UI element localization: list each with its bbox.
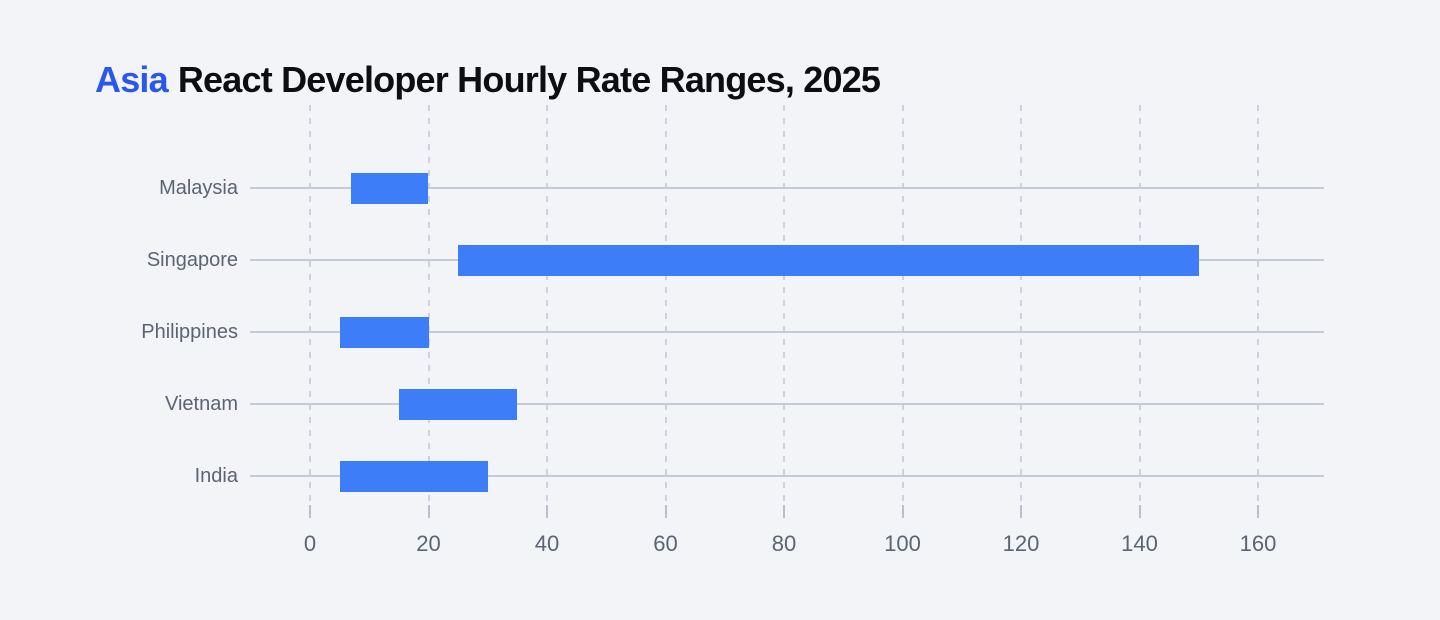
x-axis-label: 60	[653, 531, 678, 556]
title-main-text: React Developer Hourly Rate Ranges, 2025	[177, 59, 881, 100]
x-axis-tick	[1138, 505, 1141, 518]
chart-title: Asia React Developer Hourly Rate Ranges, …	[95, 59, 881, 100]
x-axis-gridline	[783, 105, 785, 510]
x-axis-gridline	[546, 105, 548, 510]
x-axis-tick	[664, 505, 667, 518]
range-bar	[339, 317, 429, 348]
x-axis-tick	[783, 505, 785, 518]
x-axis-label: 140	[1121, 531, 1158, 556]
x-axis-gridline	[1138, 105, 1141, 510]
title-accent-region: Asia	[95, 59, 169, 100]
category-label: India	[194, 465, 238, 487]
x-axis-label: 120	[1002, 531, 1040, 556]
x-axis-gridline	[664, 105, 667, 510]
row-line	[250, 187, 1324, 189]
category-label: Vietnam	[164, 393, 238, 415]
row-line	[250, 331, 1324, 333]
x-axis-gridline	[901, 105, 904, 510]
x-axis-tick	[427, 505, 430, 518]
x-axis-gridline	[427, 105, 430, 510]
category-label: Singapore	[146, 249, 238, 271]
range-bar	[458, 245, 1199, 276]
x-axis-label: 160	[1239, 531, 1277, 556]
range-bar	[351, 173, 429, 204]
x-axis-tick	[1257, 505, 1259, 518]
x-axis-label: 20	[416, 531, 441, 556]
x-axis-tick	[1020, 505, 1022, 518]
x-axis-tick	[901, 505, 904, 518]
x-axis-tick	[546, 505, 548, 518]
range-bar	[339, 461, 488, 492]
row-line	[250, 403, 1324, 405]
category-label: Malaysia	[159, 177, 238, 199]
x-axis-label: 100	[884, 531, 921, 556]
x-axis-gridline	[309, 105, 311, 510]
range-bar	[398, 389, 518, 420]
x-axis-label: 80	[771, 531, 797, 556]
x-axis-label: 40	[534, 531, 560, 556]
category-label: Philippines	[141, 321, 238, 343]
x-axis-tick	[309, 505, 311, 518]
x-axis-label: 0	[303, 531, 317, 556]
x-axis-gridline	[1257, 105, 1259, 510]
row-line	[250, 475, 1324, 477]
x-axis-gridline	[1020, 105, 1022, 510]
